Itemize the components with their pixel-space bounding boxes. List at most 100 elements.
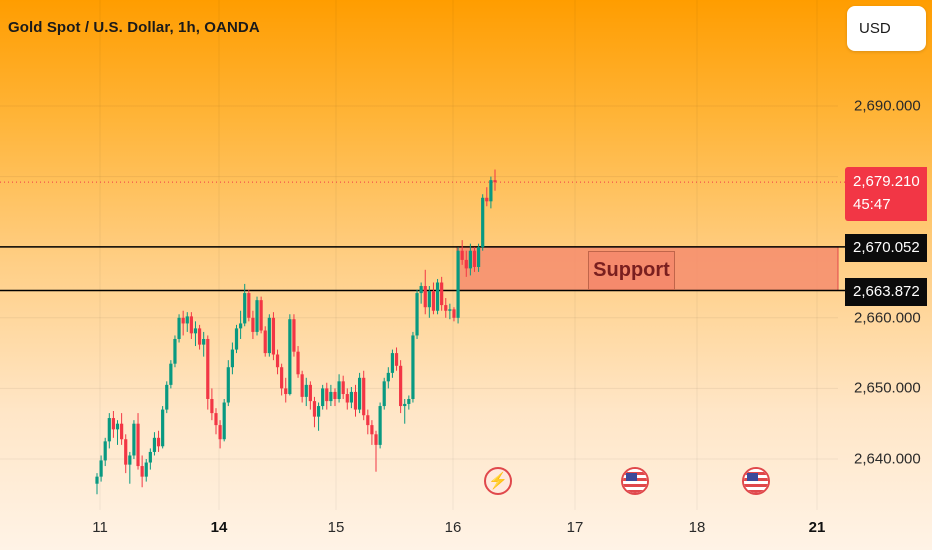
candle-up — [337, 381, 341, 399]
candle-up — [115, 423, 120, 430]
candle-down — [452, 309, 456, 318]
candle-up — [239, 323, 243, 329]
price-axis-label: 2,640.000 — [854, 450, 921, 468]
candle-up — [165, 384, 169, 410]
candle-down — [284, 388, 288, 395]
candle-up — [144, 462, 148, 477]
candle-down — [374, 434, 378, 445]
candle-down — [431, 290, 436, 311]
candle-up — [357, 377, 362, 410]
bar-countdown: 45:47 — [853, 196, 891, 213]
candle-up — [103, 441, 107, 461]
candle-up — [448, 309, 452, 311]
candle-down — [214, 413, 218, 426]
candle-down — [341, 381, 345, 395]
time-axis-label: 17 — [566, 519, 584, 536]
candle-up — [234, 328, 239, 350]
candle-up — [382, 381, 386, 407]
candle-down — [472, 250, 477, 267]
candle-up — [304, 384, 308, 397]
candle-up — [415, 293, 419, 336]
currency-button[interactable]: USD — [847, 6, 926, 51]
candle-down — [370, 425, 374, 435]
candle-down — [423, 286, 427, 308]
candle-up — [419, 286, 423, 294]
candle-up — [152, 437, 157, 452]
candle-up — [161, 409, 165, 447]
us-flag-icon[interactable] — [621, 467, 649, 495]
candle-up — [169, 363, 173, 385]
candle-up — [95, 476, 99, 484]
candle-down — [280, 367, 284, 389]
candle-down — [460, 250, 464, 260]
candle-down — [156, 437, 161, 447]
candle-up — [378, 406, 382, 445]
candle-up — [476, 247, 481, 267]
candle-up — [267, 317, 271, 354]
candle-down — [493, 180, 497, 183]
candle-down — [394, 353, 399, 366]
candle-down — [136, 423, 140, 467]
candle-up — [329, 391, 333, 402]
lightning-bolt-icon[interactable]: ⚡ — [484, 467, 512, 495]
candle-down — [444, 305, 448, 311]
candle-up — [456, 250, 460, 318]
candle-up — [411, 335, 415, 399]
candles — [95, 169, 497, 495]
candle-down — [366, 415, 370, 426]
us-flag-graphic — [744, 469, 768, 493]
us-flag-icon[interactable] — [742, 467, 770, 495]
candle-down — [333, 391, 337, 399]
candle-up — [128, 455, 132, 465]
candle-down — [271, 317, 276, 355]
time-axis-label: 14 — [210, 519, 228, 536]
candle-up — [435, 282, 440, 311]
candle-up — [243, 293, 247, 324]
candle-down — [325, 388, 329, 402]
candle-down — [140, 466, 144, 477]
level-upper-tag: 2,670.052 — [845, 234, 927, 262]
candle-up — [390, 353, 395, 373]
price-axis-label: 2,690.000 — [854, 97, 921, 115]
price-axis-label: 2,650.000 — [854, 379, 921, 397]
current-price-tag: 2,679.210 45:47 — [845, 167, 927, 221]
candle-down — [485, 197, 489, 202]
candle-down — [300, 374, 304, 397]
candle-up — [349, 391, 353, 403]
candle-up — [226, 367, 230, 403]
candle-down — [308, 384, 312, 402]
candle-up — [230, 349, 235, 368]
candle-up — [288, 319, 292, 395]
candle-up — [468, 250, 472, 269]
candle-down — [275, 354, 280, 368]
candle-down — [345, 394, 349, 403]
candle-up — [148, 451, 152, 463]
time-axis-label: 18 — [688, 519, 706, 536]
candle-down — [251, 317, 255, 332]
candle-down — [362, 377, 366, 416]
candle-down — [189, 316, 193, 334]
candle-up — [316, 406, 321, 417]
candle-up — [173, 338, 177, 364]
candle-down — [464, 259, 468, 269]
candle-up — [177, 317, 181, 339]
time-axis-label: 16 — [444, 519, 462, 536]
price-axis-label: 2,660.000 — [854, 309, 921, 327]
candle-down — [210, 398, 214, 414]
candle-up — [321, 388, 325, 407]
chart-title: Gold Spot / U.S. Dollar, 1h, OANDA — [8, 19, 260, 36]
support-label[interactable]: Support — [588, 251, 675, 290]
candle-down — [120, 423, 124, 440]
candle-down — [263, 330, 267, 354]
candle-down — [181, 317, 185, 324]
candle-down — [312, 401, 317, 417]
candle-down — [259, 300, 263, 331]
candle-down — [353, 391, 358, 410]
candle-up — [489, 180, 493, 202]
candle-up — [222, 402, 226, 440]
candle-down — [111, 418, 116, 430]
candle-up — [132, 423, 136, 456]
candle-up — [99, 460, 103, 477]
candle-down — [218, 425, 222, 440]
